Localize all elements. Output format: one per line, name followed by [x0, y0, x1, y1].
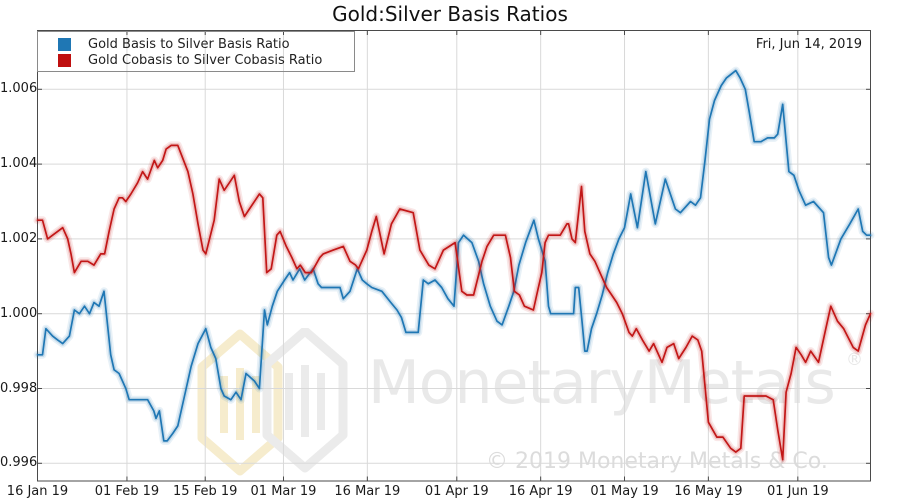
registered-trademark-icon: ®: [846, 350, 863, 370]
legend-item-gold-basis: Gold Basis to Silver Basis Ratio: [38, 36, 354, 52]
series-line-cobasis-ratio: [36, 144, 872, 461]
x-tick-label: 01 Mar 19: [250, 484, 317, 499]
legend-label: Gold Cobasis to Silver Cobasis Ratio: [88, 52, 323, 68]
x-tick-label: 15 Feb 19: [173, 484, 238, 499]
plot-border: [37, 30, 871, 482]
watermark-brand-text: MonetaryMetals: [368, 348, 836, 418]
legend-swatch-blue: [58, 37, 71, 51]
x-tick-label: 16 Apr 19: [508, 484, 573, 499]
watermark-copyright-text: © 2019 Monetary Metals & Co.: [486, 449, 828, 474]
legend: Gold Basis to Silver Basis Ratio Gold Co…: [37, 31, 355, 72]
series-line-basis-ratio: [36, 69, 872, 442]
x-tick-label: 16 Mar 19: [334, 484, 401, 499]
legend-swatch-red: [58, 53, 71, 67]
x-tick-label: 01 Apr 19: [424, 484, 489, 499]
x-tick-label: 01 May 19: [590, 484, 659, 499]
legend-item-gold-cobasis: Gold Cobasis to Silver Cobasis Ratio: [38, 52, 354, 68]
x-tick-label: 16 Jan 19: [6, 484, 69, 499]
x-tick-label: 01 Feb 19: [94, 484, 160, 499]
monetary-metals-logo-icon: [197, 328, 348, 476]
legend-label: Gold Basis to Silver Basis Ratio: [88, 36, 290, 52]
y-tick-label: 0.996: [0, 455, 38, 471]
date-annotation: Fri, Jun 14, 2019: [755, 37, 862, 52]
y-tick-label: 1.004: [0, 156, 38, 172]
y-tick-label: 0.998: [0, 380, 38, 396]
y-tick-label: 1.000: [0, 305, 38, 321]
chart-title: Gold:Silver Basis Ratios: [332, 2, 568, 26]
y-tick-label: 1.006: [0, 81, 38, 97]
y-tick-label: 1.002: [0, 230, 38, 246]
x-tick-label: 16 May 19: [674, 484, 743, 499]
x-tick-label: 01 Jun 19: [766, 484, 829, 499]
